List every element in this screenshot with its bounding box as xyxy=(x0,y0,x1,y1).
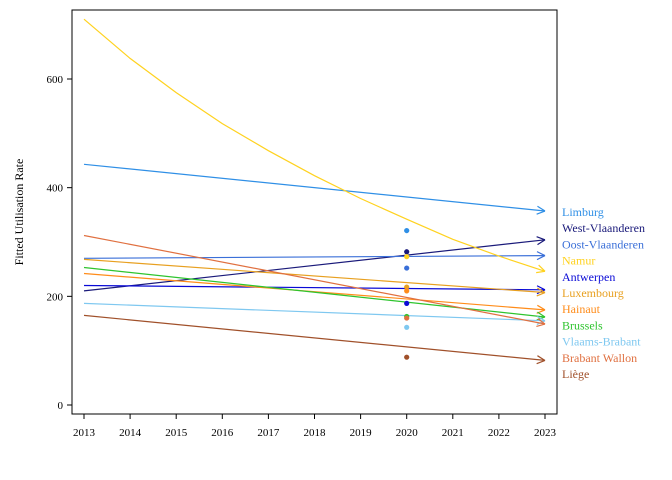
data-point xyxy=(404,324,410,330)
series-line xyxy=(83,18,546,272)
x-tick-label: 2023 xyxy=(534,427,557,439)
x-tick-label: 2015 xyxy=(165,427,188,439)
series-arrowhead xyxy=(536,264,546,274)
legend-entry: Antwerpen xyxy=(562,270,615,284)
y-tick-label: 600 xyxy=(47,74,64,86)
data-point xyxy=(404,288,410,294)
series-line xyxy=(83,258,546,294)
series-arrowhead xyxy=(536,251,546,261)
data-point xyxy=(404,300,410,306)
series-line xyxy=(83,163,546,212)
y-tick-label: 400 xyxy=(47,183,64,195)
series-line xyxy=(83,284,546,291)
data-point xyxy=(404,227,410,234)
data-point xyxy=(404,315,410,321)
series-line xyxy=(83,234,546,325)
x-tick-label: 2013 xyxy=(73,427,96,439)
legend-entry: Vlaams-Brabant xyxy=(562,335,641,349)
legend-entry: Oost-Vlaanderen xyxy=(562,237,644,251)
data-point xyxy=(404,265,410,271)
axes: 2013 2014 2015 2016 2017 2018 2019 2020 2021 2022… xyxy=(47,74,557,439)
legend-entry: Liège xyxy=(562,367,589,381)
y-tick-label: 0 xyxy=(58,400,64,412)
series-lines xyxy=(83,18,546,365)
legend-entry: Brussels xyxy=(562,318,603,332)
plot-frame xyxy=(71,9,558,415)
series-arrowhead xyxy=(536,205,546,215)
data-point xyxy=(404,249,410,255)
series-line xyxy=(83,239,546,292)
y-tick-label: 200 xyxy=(47,291,64,303)
legend-entry: West-Vlaanderen xyxy=(562,221,645,235)
legend-entry: Namur xyxy=(562,254,595,268)
series-line xyxy=(83,255,546,259)
legend-entry: Limburg xyxy=(562,205,604,219)
x-tick-label: 2018 xyxy=(304,427,327,439)
x-tick-label: 2019 xyxy=(350,427,373,439)
series-arrowhead xyxy=(536,355,546,365)
x-tick-label: 2020 xyxy=(396,427,419,439)
x-tick-label: 2016 xyxy=(211,427,234,439)
data-point xyxy=(404,284,410,290)
series-arrowhead xyxy=(536,318,546,328)
data-point xyxy=(404,354,410,360)
x-tick-label: 2017 xyxy=(257,427,280,439)
data-point xyxy=(404,254,410,260)
x-tick-label: 2021 xyxy=(442,427,464,439)
x-tick-label: 2022 xyxy=(488,427,510,439)
series-arrowhead xyxy=(536,236,546,246)
legend-entry: Hainaut xyxy=(562,302,601,316)
x-tick-label: 2014 xyxy=(119,427,142,439)
legend-entry: Brabant Wallon xyxy=(562,351,637,365)
y-axis-label: Fitted Utilisation Rate xyxy=(12,159,26,266)
series-line xyxy=(83,314,546,361)
series-points xyxy=(404,227,410,360)
series-arrowhead xyxy=(536,287,546,297)
series-line xyxy=(83,302,546,322)
legend: Limburg West-Vlaanderen Oost-Vlaanderen Nam… xyxy=(562,205,645,381)
legend-entry: Luxembourg xyxy=(562,286,624,300)
